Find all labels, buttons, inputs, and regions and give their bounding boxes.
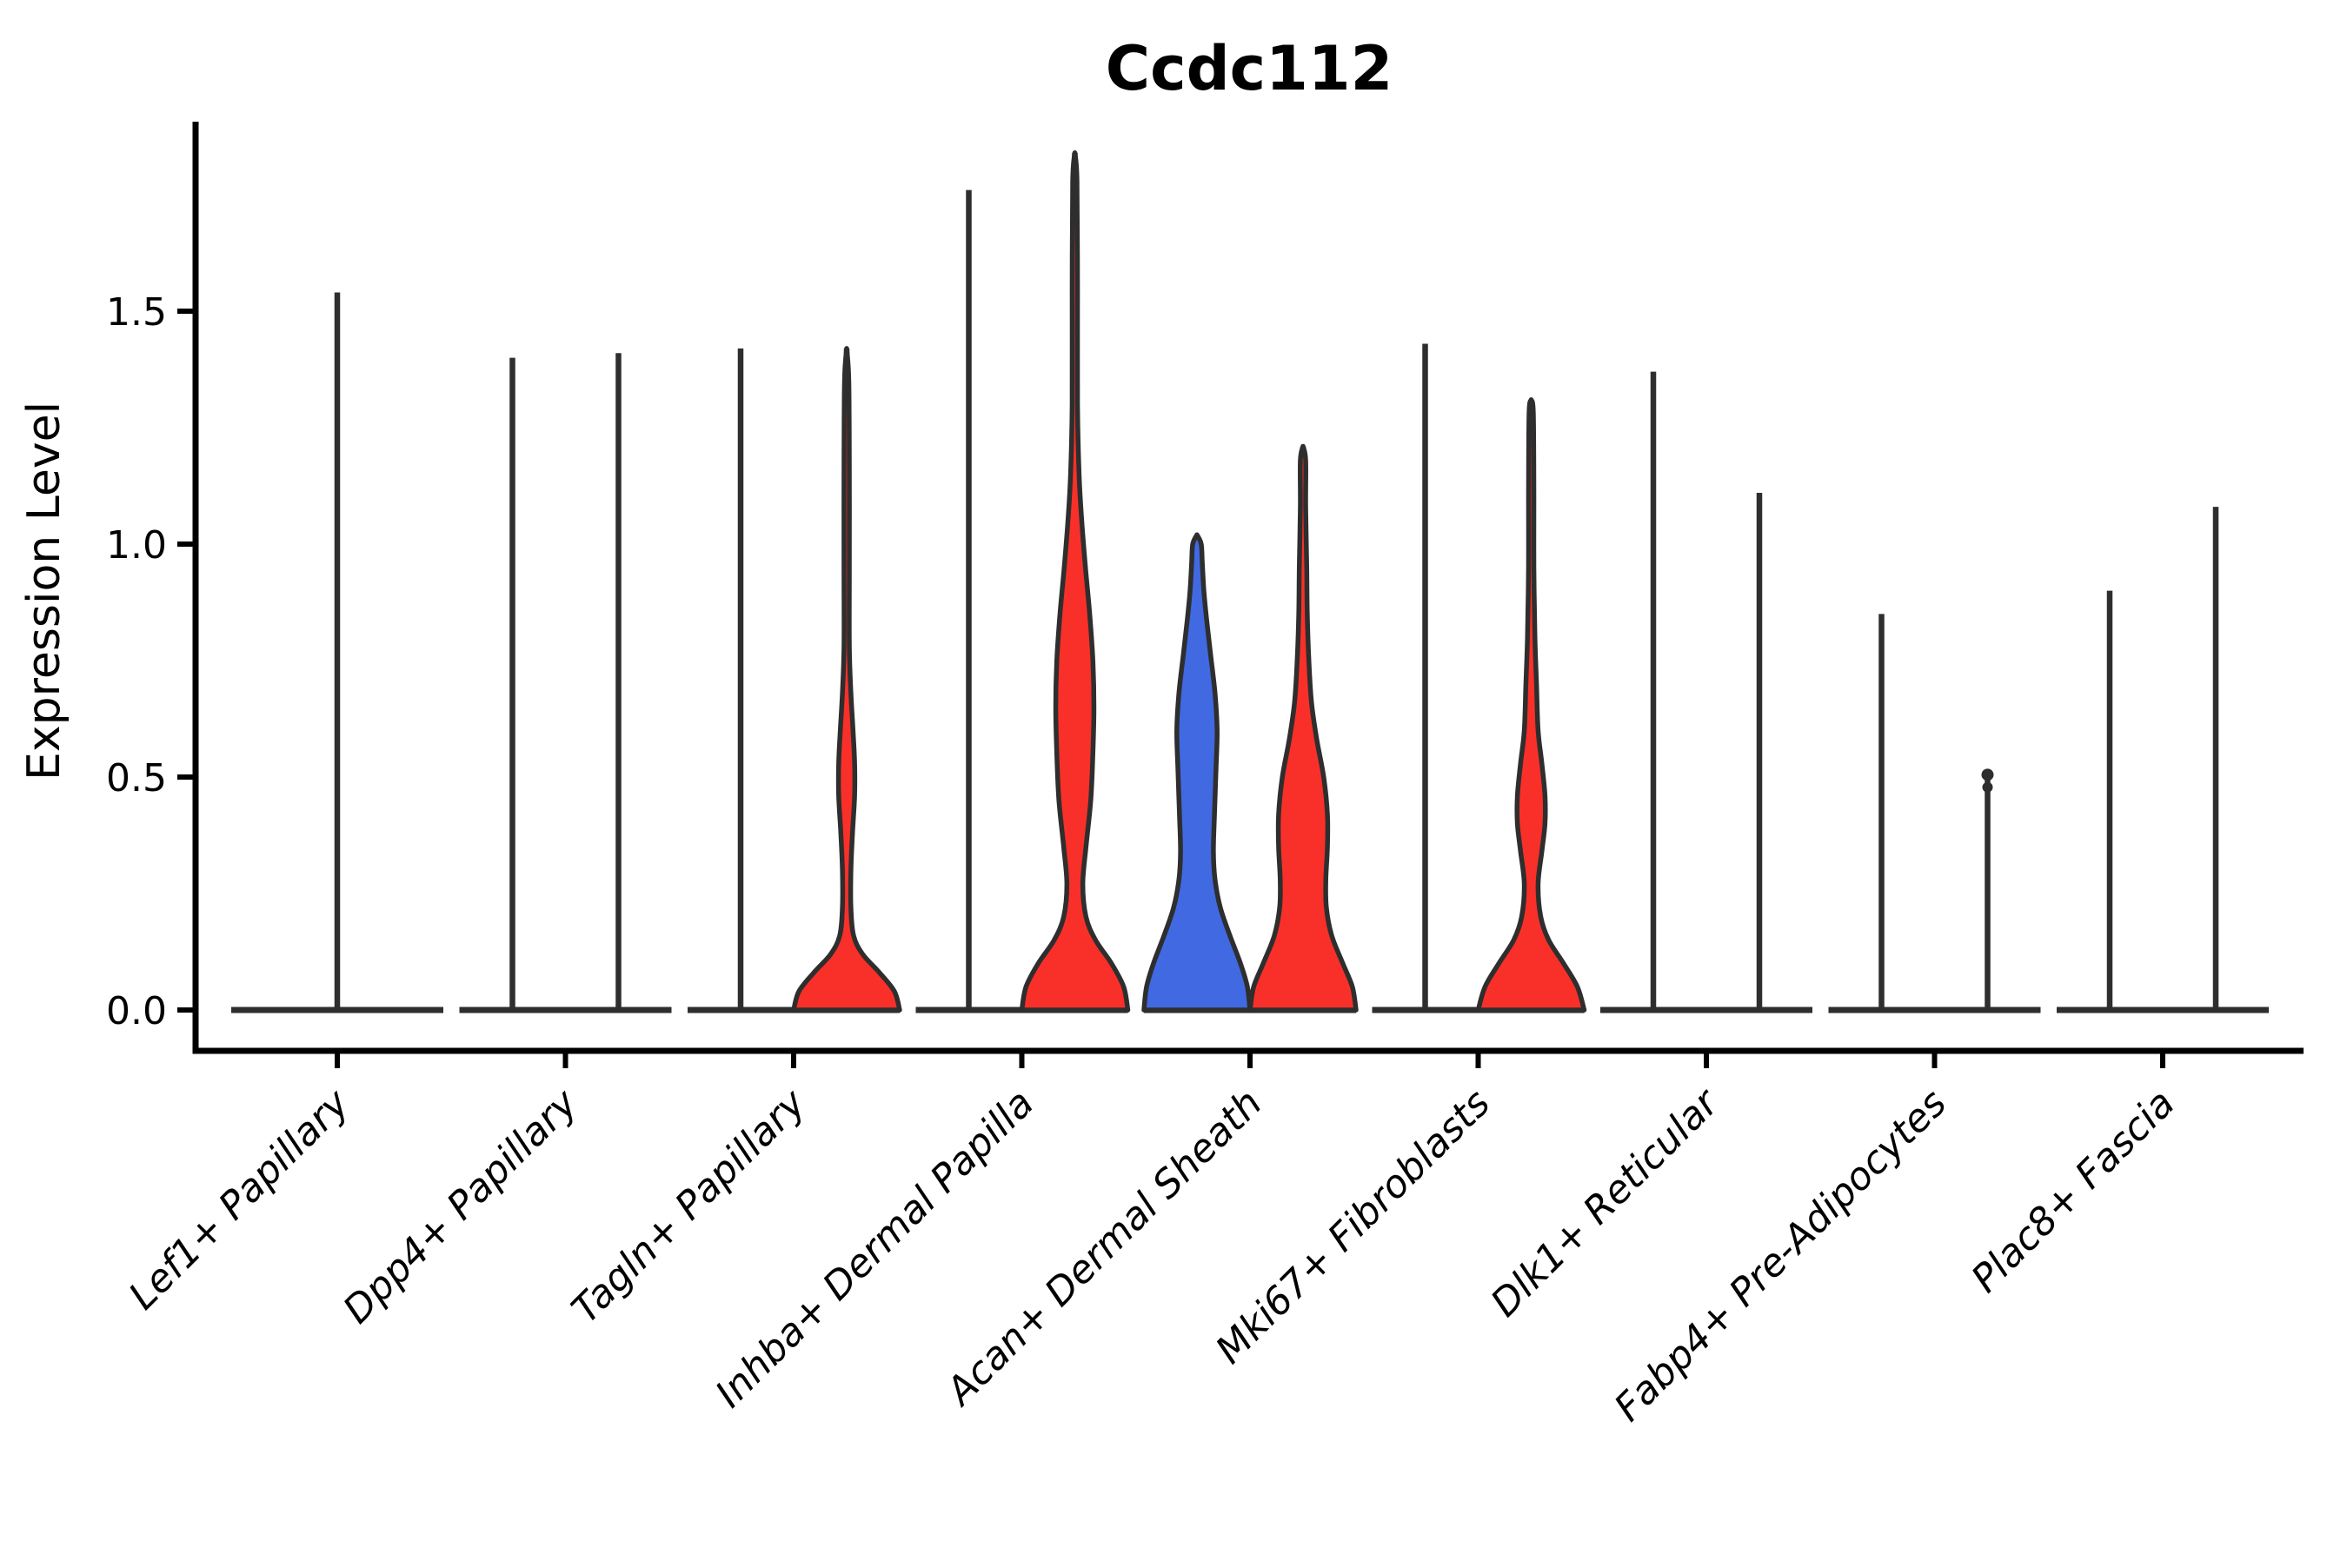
x-tick-label: Dlk1+ Reticular	[1482, 1080, 1728, 1325]
y-tick-label: 0.5	[106, 756, 167, 801]
y-tick-label: 1.5	[106, 290, 167, 335]
x-tick-label: Dpp4+ Papillary	[335, 1080, 587, 1332]
violin-body-red	[1247, 443, 1359, 1013]
x-tick-label: Plac8+ Fascia	[1963, 1081, 2183, 1301]
y-tick-label: 0.0	[106, 989, 167, 1033]
violin-body-red	[791, 346, 902, 1013]
violin-body-red	[1475, 397, 1587, 1013]
y-axis-label: Expression Level	[18, 402, 70, 781]
violin-point-knob	[1982, 781, 1993, 793]
x-tick-label: Tagln+ Papillary	[563, 1080, 814, 1332]
violin-point-knob	[1981, 768, 1994, 781]
violin-body-red	[1019, 150, 1131, 1013]
plot-title: Ccdc112	[1106, 33, 1393, 104]
violin-body-blue	[1141, 532, 1253, 1013]
y-tick-label: 1.0	[106, 523, 167, 568]
x-tick-label: Lef1+ Papillary	[121, 1080, 359, 1319]
